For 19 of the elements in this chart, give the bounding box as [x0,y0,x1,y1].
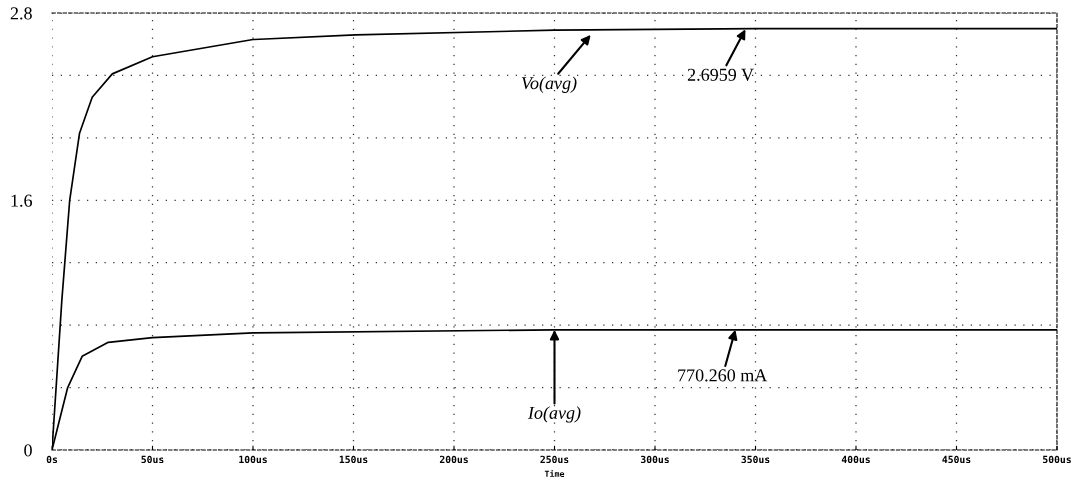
annotation: Vo(avg) [521,76,577,93]
x-axis-title: Time [544,470,565,477]
annotation: Io(avg) [527,406,581,423]
x-tick-label: 450us [942,455,971,464]
x-tick-label: 300us [640,455,669,464]
y-tick-label: 2.8 [10,7,32,20]
x-tick-label: 50us [141,455,164,464]
x-tick-label: 400us [841,455,870,464]
x-tick-label: 350us [741,455,770,464]
x-tick-label: 150us [339,455,368,464]
x-tick-label: 500us [1043,455,1071,464]
x-tick-label: 200us [439,455,468,464]
y-tick-label: 1.6 [11,194,33,207]
x-tick-label: 250us [540,455,569,464]
annotation: 770.260 mA [678,369,768,382]
x-tick-label: 100us [239,455,267,464]
x-tick-label: 0s [46,455,58,464]
annotation: 2.6959 V [687,68,754,81]
y-tick-label: 0 [24,444,32,457]
